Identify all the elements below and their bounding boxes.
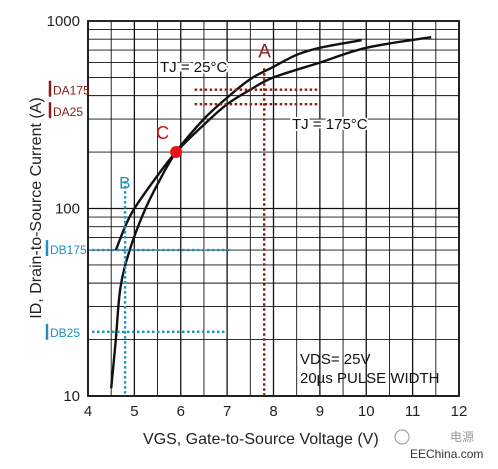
x-tick-label: 5 [130, 403, 138, 420]
x-tick-label: 6 [177, 403, 185, 420]
series-line-tj25 [114, 36, 432, 251]
y-tick-label: 1000 [47, 13, 80, 30]
x-tick-label: 7 [223, 403, 231, 420]
label-db175: DB175 [50, 243, 87, 257]
y-axis-title: ID, Drain-to-Source Current (A) [28, 97, 45, 318]
x-tick-label: 9 [316, 403, 324, 420]
marker-label-b: B [119, 173, 130, 192]
label-da25: DA25 [53, 105, 83, 119]
watermark-site: EEChina.com [410, 447, 483, 461]
x-tick-label: 11 [405, 403, 421, 420]
annotation-layer: A DA175 DA25 B DB175 DB25 C [45, 41, 320, 396]
curve-label-175: TJ = 175°C [292, 116, 368, 133]
plot-grid [87, 20, 460, 397]
condition-vds: VDS= 25V [300, 351, 370, 368]
tick-layer: 4 5 6 7 8 9 10 11 12 10 100 1000 [47, 13, 468, 420]
watermark: 电源 EEChina.com [394, 429, 483, 461]
condition-pulse: 20µs PULSE WIDTH [300, 370, 440, 387]
y-tick-label: 100 [55, 201, 80, 218]
curve-layer [110, 36, 432, 389]
watermark-brand: 电源 [450, 430, 474, 444]
wechat-icon [394, 429, 410, 445]
curve-label-25: TJ = 25°C [160, 59, 227, 76]
x-tick-label: 4 [84, 403, 92, 420]
x-axis-title: VGS, Gate-to-Source Voltage (V) [143, 431, 379, 448]
x-tick-label: 10 [358, 403, 375, 420]
y-tick-label: 10 [63, 388, 80, 405]
marker-label-a: A [258, 41, 271, 62]
x-tick-label: 12 [451, 403, 468, 420]
x-tick-label: 8 [269, 403, 277, 420]
marker-label-c: C [156, 123, 169, 143]
series-line-tj175 [110, 39, 362, 389]
marker-point-c [170, 146, 183, 159]
label-db25: DB25 [50, 326, 80, 340]
plot-frame [87, 20, 460, 397]
label-da175: DA175 [53, 84, 90, 98]
